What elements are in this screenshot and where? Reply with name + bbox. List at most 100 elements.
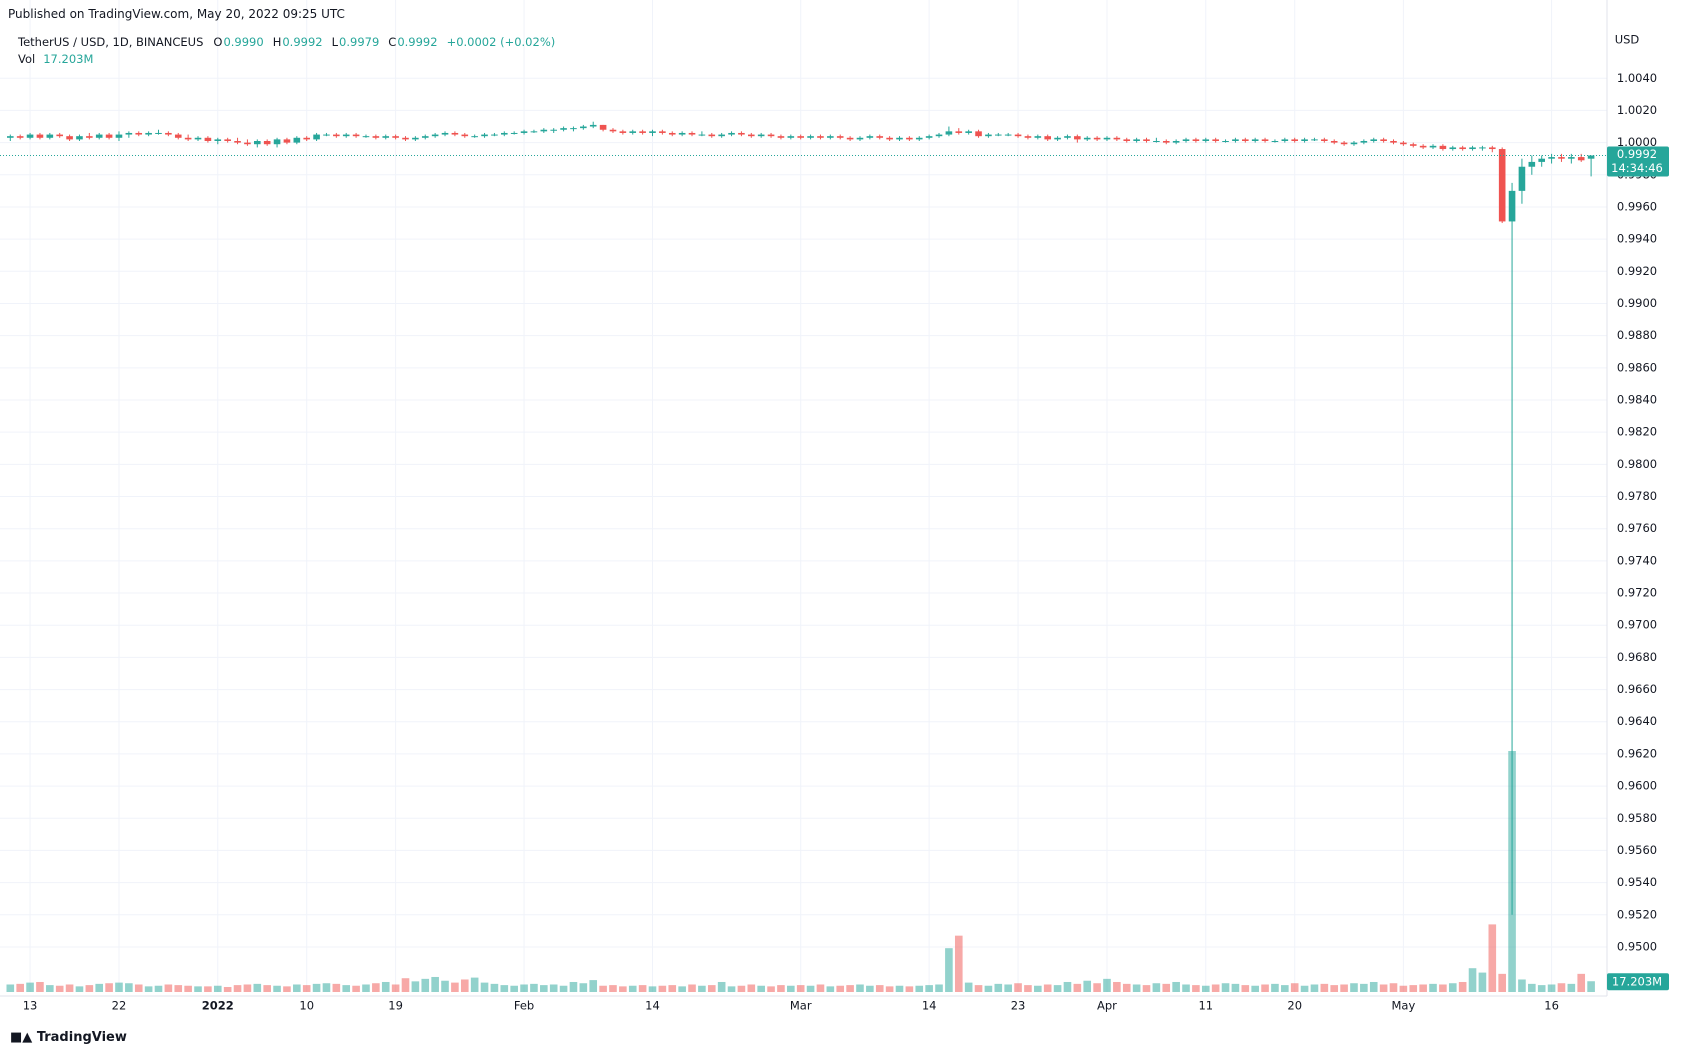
vol-key: Vol <box>18 52 36 66</box>
symbol: TetherUS / USD, 1D, BINANCEUS <box>18 35 204 49</box>
volume-bar <box>1152 983 1161 992</box>
candle-body <box>155 132 162 134</box>
y-tick-label: 0.9500 <box>1617 939 1657 953</box>
volume-bar <box>994 983 1003 992</box>
volume-bar <box>421 978 430 992</box>
candle-body <box>1449 147 1457 150</box>
x-tick-label: Feb <box>514 999 534 1013</box>
ohlc-value: 0.9979 <box>339 35 380 49</box>
candle-body <box>817 136 824 138</box>
volume-bar <box>747 984 756 992</box>
volume-bar <box>26 982 34 992</box>
volume-bar <box>796 985 805 992</box>
volume-bar <box>204 986 212 992</box>
volume-bar <box>1468 968 1477 992</box>
candle-body <box>1281 139 1289 141</box>
volume-bar <box>846 985 854 992</box>
candle-body <box>550 129 557 131</box>
candle-body <box>1370 139 1378 141</box>
candle-body <box>659 131 666 133</box>
volume-bar <box>1478 972 1487 992</box>
candle-body <box>1074 136 1081 140</box>
candle-body <box>629 131 637 133</box>
candle-body <box>1014 134 1022 137</box>
volume-bar <box>707 985 716 992</box>
candle-body <box>906 137 913 140</box>
candle-body <box>1093 137 1101 140</box>
volume-bar <box>144 986 153 992</box>
candle-body <box>1103 137 1111 140</box>
candle-body <box>1133 139 1140 141</box>
volume-bar <box>16 983 24 992</box>
volume-bar <box>540 985 548 992</box>
candle-body <box>244 142 251 145</box>
volume-bar <box>895 985 904 992</box>
volume-bar <box>65 984 74 992</box>
volume-bar <box>302 985 311 992</box>
candle-body <box>856 137 864 140</box>
volume-bar <box>520 984 528 992</box>
volume-bar <box>945 948 953 992</box>
ohlc-value: 0.9992 <box>282 35 323 49</box>
candle-body <box>412 137 419 140</box>
candle-body <box>1232 139 1239 141</box>
candle-body <box>1044 136 1051 140</box>
volume-bar <box>619 986 627 992</box>
candle-body <box>925 136 933 138</box>
candle-body <box>342 134 350 137</box>
candle-body <box>382 136 390 138</box>
volume-bar <box>55 985 64 992</box>
candle-body <box>165 132 172 135</box>
y-tick-label: 0.9860 <box>1617 360 1657 374</box>
candle-body <box>16 136 24 138</box>
y-tick-label: 1.0040 <box>1617 71 1657 85</box>
volume-bar <box>678 986 686 992</box>
candle-body <box>1459 147 1466 150</box>
candle-body <box>46 134 54 138</box>
volume-bar <box>411 981 420 992</box>
candle-body <box>1439 145 1447 150</box>
y-tick-label: 0.9700 <box>1617 618 1657 632</box>
volume-bar <box>559 985 568 992</box>
volume-bar <box>569 981 578 992</box>
candle-body <box>728 132 735 135</box>
volume-bar <box>925 985 933 992</box>
y-tick-label: 1.0020 <box>1617 103 1657 117</box>
volume-bar <box>273 985 281 992</box>
volume-bar <box>75 986 84 992</box>
candle-body <box>1212 139 1219 141</box>
candle-body <box>1518 166 1526 191</box>
volume-bar <box>905 986 914 992</box>
price-badge <box>1607 146 1669 177</box>
candle-body <box>95 134 103 138</box>
y-tick-label: 0.9880 <box>1617 328 1657 342</box>
volume-bar <box>401 978 410 992</box>
volume-bar <box>1083 980 1092 992</box>
volume-bar <box>480 982 489 992</box>
candle-body <box>105 134 113 138</box>
y-tick-label: 0.9840 <box>1617 393 1657 407</box>
candle-body <box>1548 157 1555 159</box>
candle-body <box>1261 139 1269 141</box>
candle-body <box>836 136 844 138</box>
candle-body <box>1558 157 1565 159</box>
volume-bar <box>1310 984 1319 992</box>
candle-body <box>748 134 755 137</box>
x-tick-label: 23 <box>1011 999 1026 1013</box>
x-tick-label: 14 <box>645 999 660 1013</box>
volume-bar <box>954 935 963 992</box>
candle-body <box>313 134 320 140</box>
candle-body <box>1083 137 1091 140</box>
volume-bar <box>1231 983 1240 992</box>
candle-body <box>1568 157 1575 159</box>
candle-body <box>589 124 597 127</box>
volume-bar <box>717 981 726 992</box>
candle-body <box>1123 139 1131 141</box>
volume-bar <box>777 985 785 992</box>
candle-body <box>402 137 409 140</box>
candle-body <box>7 136 14 138</box>
logo-text: TradingView <box>36 1030 127 1045</box>
volume-bar <box>391 984 400 992</box>
candle-body <box>56 134 63 137</box>
